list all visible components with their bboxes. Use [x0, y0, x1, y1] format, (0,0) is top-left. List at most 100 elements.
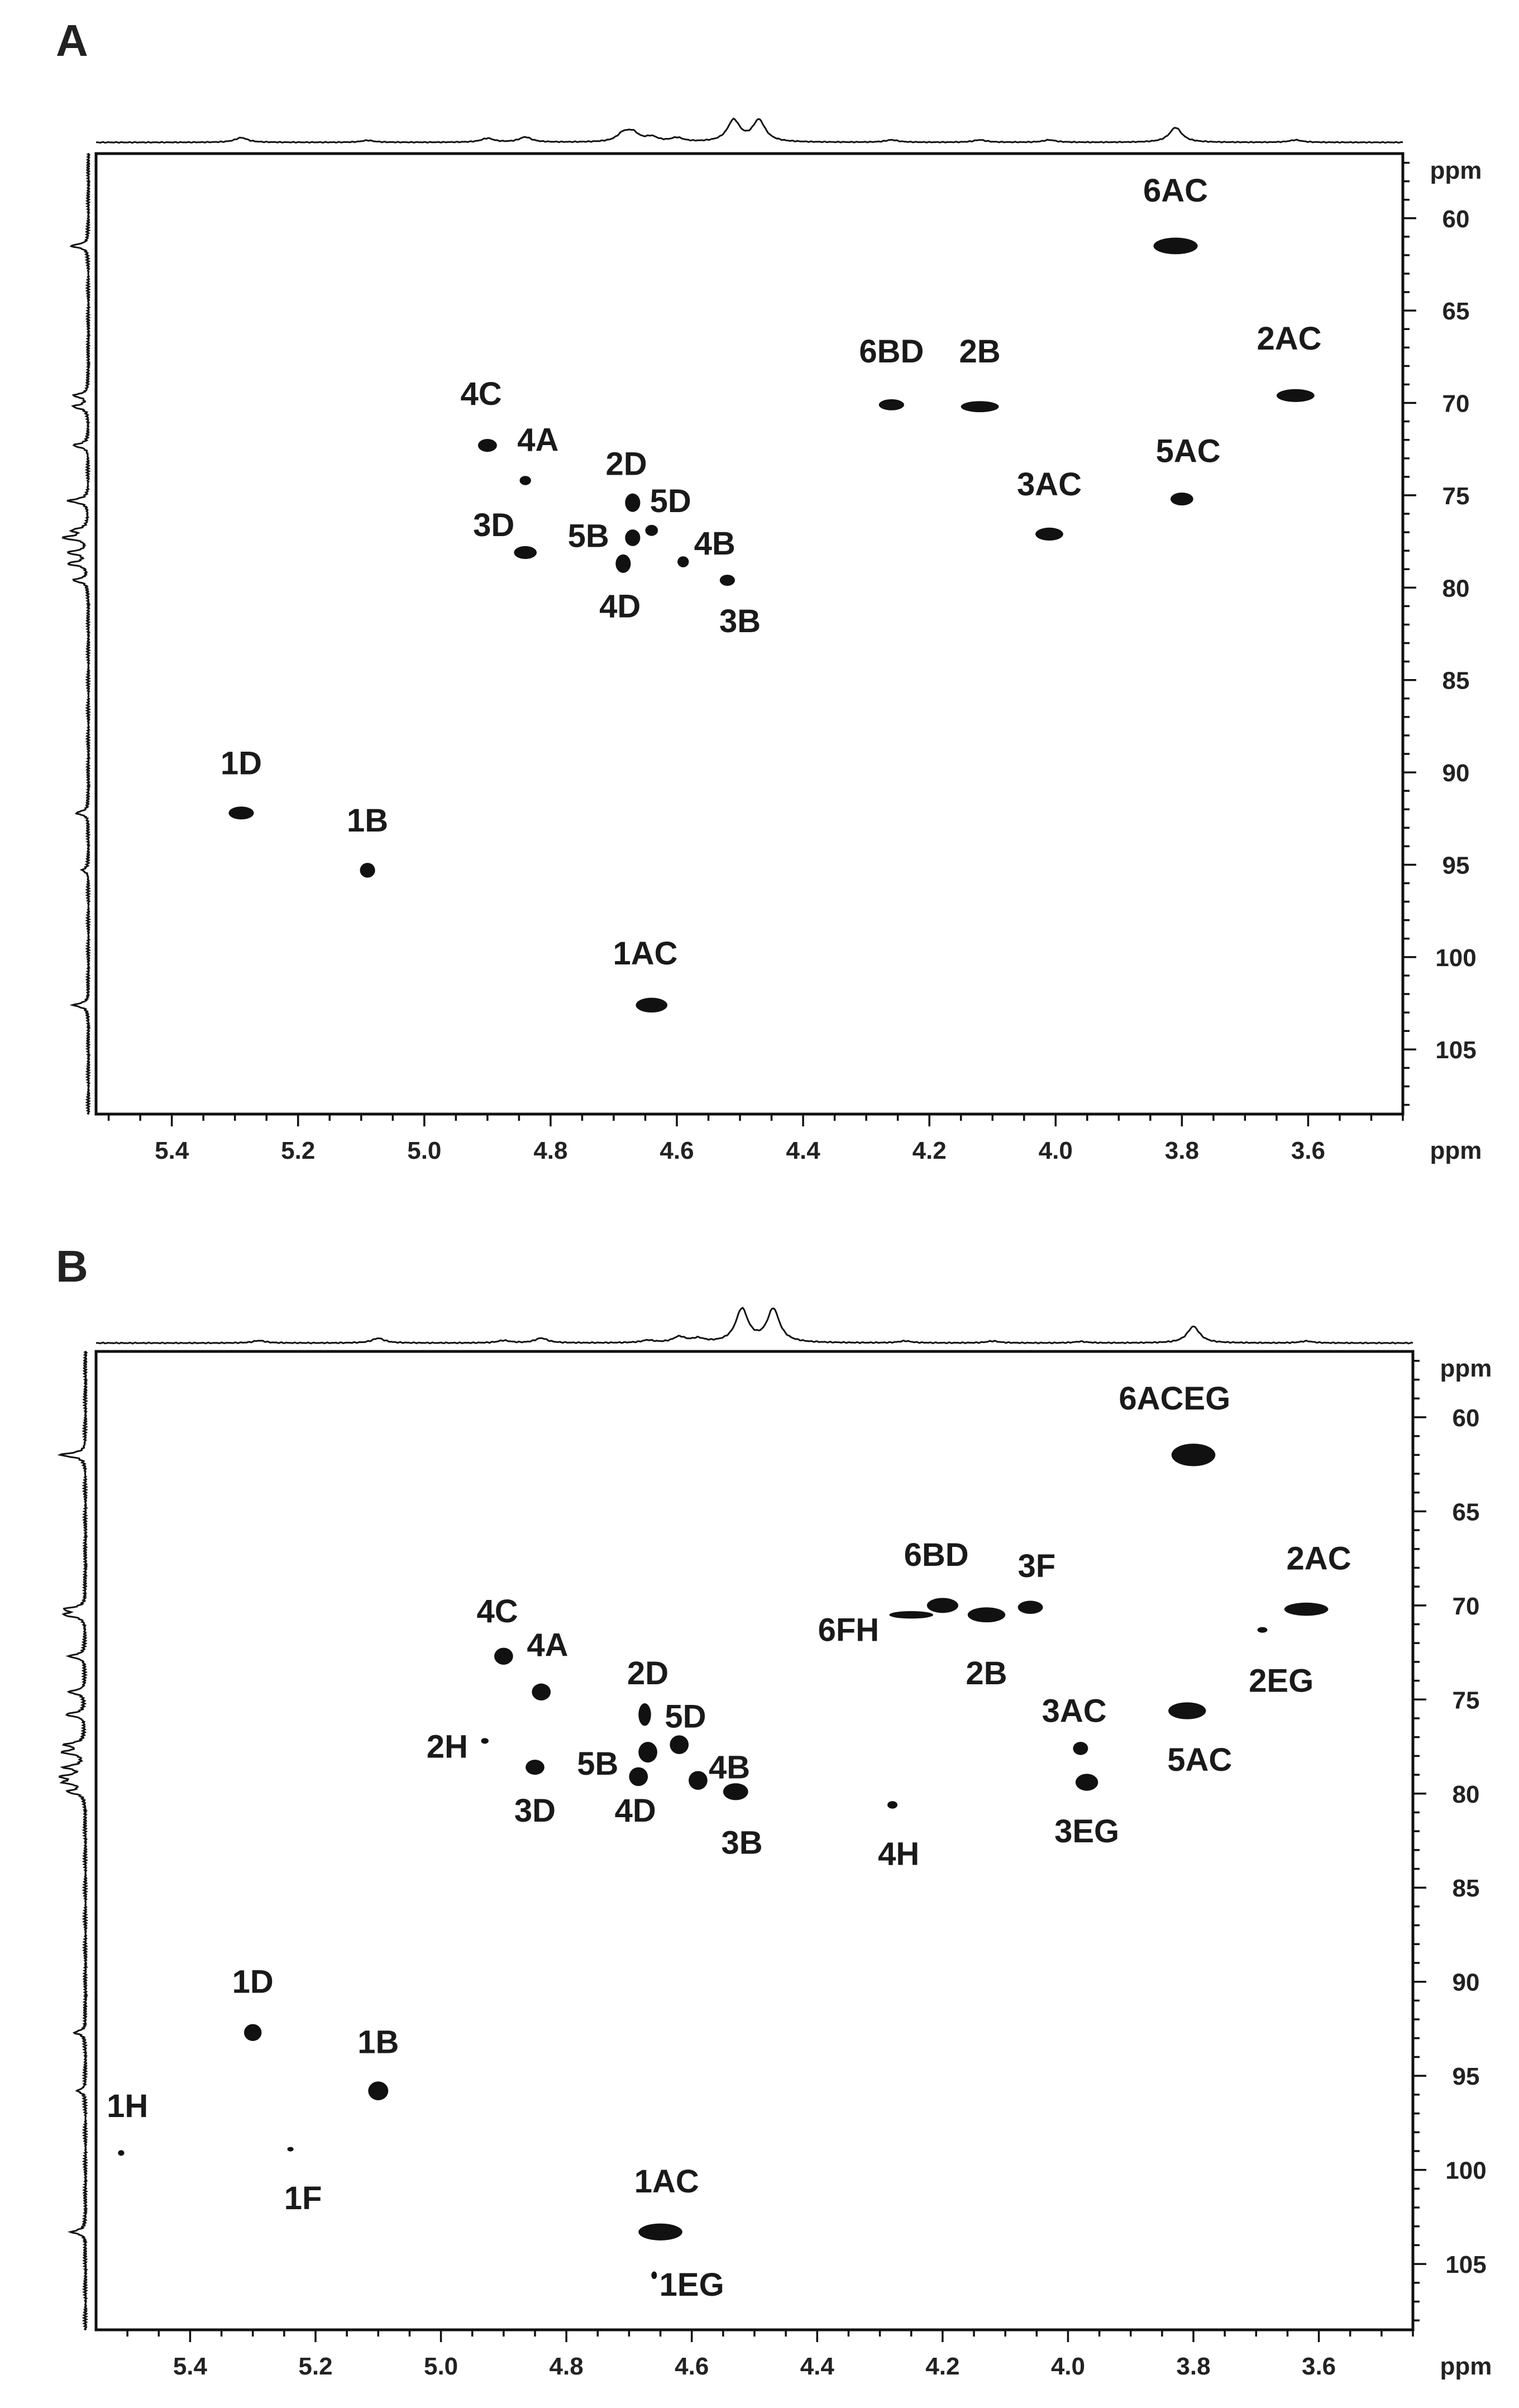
cross-peak-4b	[677, 556, 689, 567]
peak-label: 6BD	[904, 1537, 969, 1573]
peak-label: 2AC	[1257, 321, 1322, 357]
cross-peak-2ac	[1284, 1602, 1329, 1616]
peak-label: 2B	[959, 333, 1001, 370]
x-tick-label: 5.4	[155, 1137, 189, 1164]
cross-peak-2eg	[1257, 1627, 1268, 1633]
peak-label: 1D	[221, 746, 262, 782]
x-tick-label: 5.2	[298, 2353, 332, 2380]
peak-label: 4D	[599, 588, 641, 624]
x-tick-label: 5.2	[281, 1137, 315, 1164]
x-axis-unit: ppm	[1440, 2353, 1492, 2380]
cross-peak-1eg	[651, 2271, 657, 2280]
peak-label: 3AC	[1017, 466, 1082, 503]
panel-b: B 5.4 5.2 5.0 4.8 4.6 4.4 4.2 4.0 3.8 3.6 ppm 60 65 70…	[56, 1241, 1492, 2380]
y-tick-label: 85	[1453, 1875, 1480, 1902]
x-tick-label: 3.6	[1302, 2353, 1336, 2380]
y-tick-label: 65	[1453, 1498, 1480, 1526]
x-tick-label: 5.4	[173, 2353, 208, 2380]
y-tick-label: 90	[1442, 759, 1470, 787]
peak-label: 3EG	[1054, 1813, 1119, 1850]
cross-peak-4h	[887, 1801, 898, 1809]
cross-peak-3b	[723, 1783, 748, 1800]
cross-peak-1d	[228, 806, 254, 820]
cross-peak-2ac	[1276, 389, 1315, 402]
x-tick-label: 5.0	[407, 1137, 441, 1164]
peak-label: 5AC	[1156, 433, 1221, 470]
peak-label: 5AC	[1167, 1742, 1232, 1778]
x-tick-label: 4.0	[1039, 1137, 1073, 1164]
cross-peak-5b	[638, 1742, 657, 1763]
x-tick-label: 3.6	[1291, 1137, 1325, 1164]
x-tick-label: 4.6	[660, 1137, 694, 1164]
cross-peak-1b	[368, 2081, 389, 2100]
cross-peak-1d	[243, 2024, 262, 2041]
peak-label: 5B	[568, 518, 609, 555]
cross-peak-3ac	[1035, 527, 1063, 541]
x-tick-label: 4.8	[533, 1137, 567, 1164]
peak-label: 3D	[514, 1793, 556, 1829]
x-tick-label: 4.2	[913, 1137, 947, 1164]
y-tick-label: 60	[1453, 1404, 1480, 1432]
cross-peak-6ac	[1153, 237, 1198, 255]
y-tick-label: 75	[1442, 482, 1470, 510]
cross-peak-5ac	[1168, 1702, 1206, 1719]
y-tick-label: 70	[1453, 1593, 1480, 1620]
x-axis-unit: ppm	[1430, 1137, 1482, 1164]
y-tick-label: 60	[1442, 206, 1470, 233]
x-tick-label: 4.6	[675, 2353, 709, 2380]
peak-label: 6BD	[859, 333, 924, 370]
peak-label: 2D	[605, 446, 647, 482]
x-tick-label: 3.8	[1165, 1137, 1199, 1164]
y-tick-label: 100	[1445, 2157, 1486, 2185]
peak-label: 3B	[721, 1824, 762, 1861]
peak-label: 1B	[347, 802, 388, 839]
peak-label: 3AC	[1042, 1693, 1107, 1729]
cross-peak-1b	[360, 863, 375, 878]
peak-label: 6FH	[818, 1612, 880, 1649]
x-tick-label: 4.0	[1051, 2353, 1085, 2380]
y-axis-unit: ppm	[1430, 157, 1482, 184]
cross-peak-5ac	[1171, 492, 1193, 506]
cross-peak-4c	[494, 1647, 513, 1665]
y-tick-label: 85	[1442, 667, 1470, 695]
top-projection-spectrum	[95, 117, 1403, 144]
peak-label: 1F	[284, 2180, 322, 2216]
x-tick-label: 4.2	[925, 2353, 959, 2380]
cross-peak-5d	[645, 524, 658, 536]
cross-peak-2d	[638, 1703, 651, 1726]
cross-peak-3ac	[1073, 1742, 1088, 1755]
cross-peak-6bd	[878, 399, 904, 410]
peak-label: 5D	[665, 1699, 706, 1735]
cross-peak-2b	[967, 1607, 1006, 1623]
peak-label: 4B	[709, 1750, 750, 1786]
peak-label: 3B	[719, 603, 761, 639]
cross-peak-6bd	[926, 1598, 958, 1613]
y-tick-label: 100	[1435, 944, 1476, 972]
peak-label: 3D	[473, 507, 514, 543]
cross-peak-3eg	[1075, 1774, 1098, 1791]
cross-peak-3d	[526, 1760, 544, 1775]
cross-peak-3b	[719, 575, 735, 586]
y-tick-label: 80	[1442, 575, 1470, 602]
y-tick-label: 90	[1453, 1969, 1480, 1996]
x-tick-label: 3.8	[1176, 2353, 1210, 2380]
peak-label: 1AC	[634, 2163, 699, 2200]
cross-peak-3d	[514, 546, 537, 560]
peak-label: 1B	[357, 2024, 399, 2061]
cross-peak-4c	[477, 439, 497, 452]
x-tick-label: 4.4	[800, 2353, 835, 2380]
cross-peak-5d	[670, 1735, 689, 1755]
y-tick-label: 95	[1442, 852, 1470, 879]
y-tick-label: 70	[1442, 390, 1470, 418]
peak-label: 3F	[1018, 1548, 1055, 1584]
peak-label: 5D	[650, 483, 691, 519]
left-projection-spectrum	[57, 1350, 89, 2331]
peak-label: 4A	[527, 1627, 568, 1664]
peak-label: 6ACEG	[1119, 1380, 1230, 1417]
x-tick-label: 5.0	[424, 2353, 458, 2380]
x-tick-label: 4.8	[550, 2353, 584, 2380]
y-tick-label: 75	[1453, 1686, 1480, 1714]
cross-peak-2b	[961, 401, 999, 413]
peak-label: 1D	[232, 1964, 274, 2000]
cross-peak-6aceg	[1171, 1444, 1216, 1466]
